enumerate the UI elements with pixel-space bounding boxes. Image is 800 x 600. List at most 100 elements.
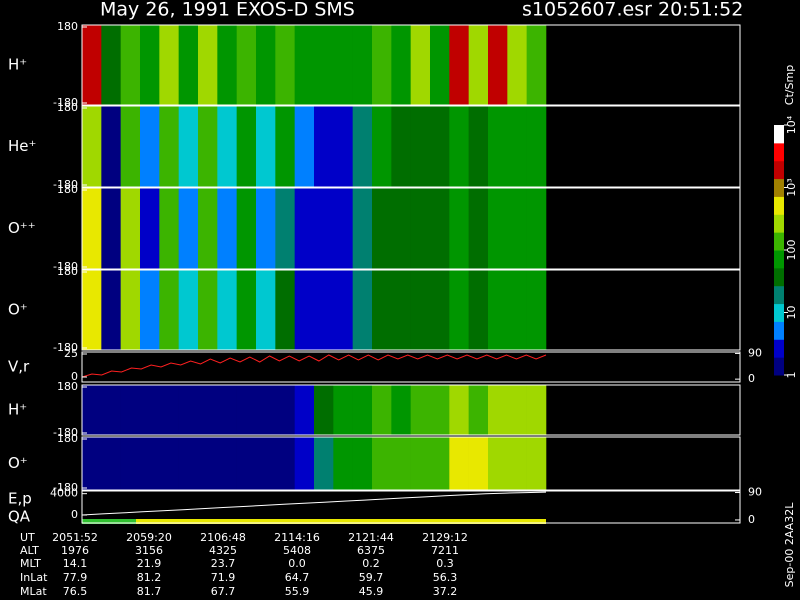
spectrogram-column — [507, 270, 527, 350]
table-cell: 21.9 — [137, 557, 162, 570]
spectrogram-column — [275, 437, 295, 490]
spectrogram-column — [140, 437, 160, 490]
spectrogram-column — [391, 188, 411, 269]
spectrogram-column — [391, 25, 411, 105]
spectrogram-column — [352, 385, 373, 435]
spectrogram-column — [526, 25, 547, 105]
spectrogram-column — [430, 188, 450, 269]
y-tick-label: -180 — [53, 481, 78, 494]
spectrogram-column — [256, 437, 276, 490]
colorbar-swatch — [774, 160, 784, 180]
colorbar-tick-label: 100 — [785, 240, 798, 261]
y2-tick-label: 0 — [748, 372, 755, 385]
table-cell: 2059:20 — [126, 531, 172, 544]
spectrogram-column — [391, 385, 411, 435]
spectrogram-column — [178, 25, 199, 105]
spectrogram-column — [333, 188, 353, 269]
spectrogram-column — [507, 188, 527, 269]
table-cell: 71.9 — [211, 571, 236, 584]
spectrogram-column — [314, 106, 334, 187]
y-tick-label: 25 — [64, 347, 78, 360]
spectrogram-column — [488, 270, 508, 350]
colorbar-swatch — [774, 142, 784, 162]
spectrogram-column — [217, 106, 237, 187]
spectrogram-column — [101, 106, 121, 187]
spectrogram-column — [372, 270, 392, 350]
panel-label: He⁺ — [8, 137, 36, 155]
panel-label: O⁺ — [8, 301, 28, 319]
table-cell: 23.7 — [211, 557, 236, 570]
panel-label: QA — [8, 508, 31, 526]
spectrogram-column — [314, 188, 334, 269]
spectrogram-column — [140, 25, 160, 105]
panel-frame — [81, 187, 741, 270]
spectrogram-column — [159, 25, 179, 105]
spectrogram-column — [526, 106, 547, 187]
spectrogram-column — [82, 385, 102, 435]
colorbar-swatch — [774, 196, 784, 215]
spectrogram-column — [217, 25, 237, 105]
colorbar-tick-label: 1 — [785, 372, 798, 379]
file-label: s1052607.esr 20:51:52 — [522, 0, 743, 21]
spectrogram-column — [449, 270, 469, 350]
panel-label: H⁺ — [8, 401, 27, 419]
spectrogram-column — [101, 270, 121, 350]
colorbar-swatch — [774, 267, 784, 287]
spectrogram-column — [468, 25, 489, 105]
spectrogram-column — [314, 385, 334, 435]
panel-frame — [81, 436, 741, 491]
spectrogram-column — [101, 188, 121, 269]
spectrogram-column — [430, 437, 450, 490]
y-tick-label: 180 — [57, 432, 78, 445]
panel-frame — [81, 490, 741, 524]
spectrogram-column — [507, 106, 527, 187]
y-tick-label: -180 — [53, 96, 78, 109]
spectrogram-column — [507, 25, 527, 105]
spectrogram-column — [294, 270, 315, 350]
spectrogram-column — [372, 437, 392, 490]
spectrogram-column — [410, 25, 431, 105]
spectrogram-column — [488, 188, 508, 269]
spectrogram-column — [294, 25, 315, 105]
spectrogram-column — [449, 188, 469, 269]
spectrogram-column — [526, 437, 547, 490]
panel-frame — [81, 384, 741, 436]
spectrogram-column — [217, 385, 237, 435]
spectrogram-column — [140, 188, 160, 269]
panel-frame — [81, 269, 741, 351]
colorbar-tick-label: 10 — [785, 306, 798, 320]
spectrogram-column — [372, 188, 392, 269]
spectrogram-column — [236, 270, 257, 350]
spectrogram-column — [256, 106, 276, 187]
spectrogram-column — [101, 385, 121, 435]
spectrogram-column — [217, 188, 237, 269]
spectrogram-column — [488, 106, 508, 187]
spectrogram-column — [198, 25, 218, 105]
colorbar-swatch — [774, 303, 784, 322]
table-cell: 2106:48 — [200, 531, 246, 544]
y2-tick-label: 90 — [748, 486, 762, 499]
spectrogram-column — [82, 437, 102, 490]
spectrogram-column — [120, 106, 141, 187]
spectrogram-column — [352, 25, 373, 105]
table-cell: 4325 — [209, 544, 237, 557]
spectrogram-column — [333, 270, 353, 350]
table-cell: 1976 — [61, 544, 89, 557]
table-cell: 14.1 — [63, 557, 88, 570]
spectrogram-column — [468, 385, 489, 435]
colorbar-swatch — [774, 125, 784, 144]
spectrogram-column — [449, 25, 469, 105]
table-cell: 0.0 — [288, 557, 306, 570]
title: May 26, 1991 EXOS-D SMS — [100, 0, 355, 21]
spectrogram-column — [372, 106, 392, 187]
spectrogram-column — [217, 270, 237, 350]
table-cell: 76.5 — [63, 585, 88, 598]
spectrogram-column — [275, 106, 295, 187]
panel-label: V,r — [8, 358, 30, 376]
panel-label: H⁺ — [8, 56, 27, 74]
spectrogram-column — [236, 106, 257, 187]
spectrogram-column — [159, 188, 179, 269]
colorbar-swatch — [774, 214, 784, 233]
spectrogram-column — [410, 270, 431, 350]
